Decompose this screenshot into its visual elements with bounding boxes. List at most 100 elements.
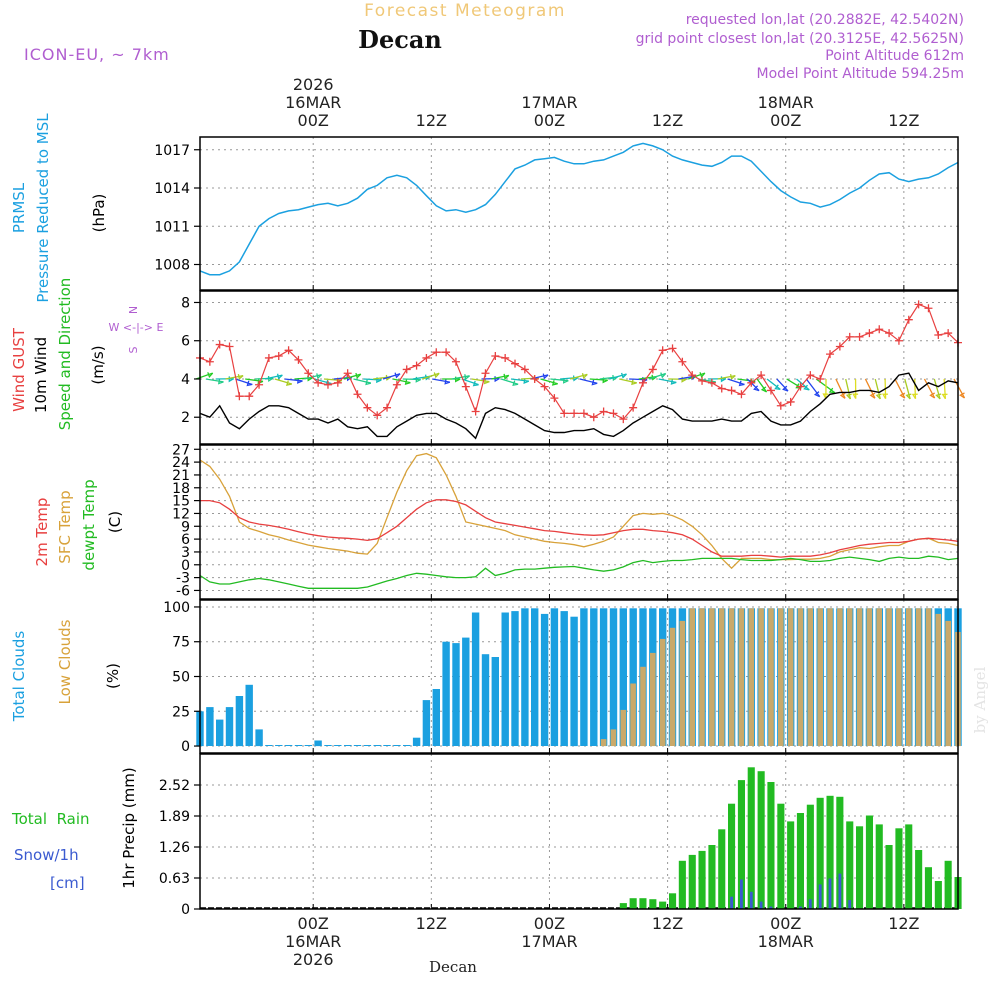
y-tick-label: 15 xyxy=(172,494,190,510)
bottom-time-label: 00Z xyxy=(770,914,801,933)
top-time-label: 00Z xyxy=(534,111,565,130)
cloud-low-bar xyxy=(925,608,932,746)
wind-gust-marker xyxy=(855,332,864,341)
cloud-low-bar xyxy=(817,608,823,746)
cloud-total-bar xyxy=(412,737,421,746)
wind-arrow-head xyxy=(562,377,569,384)
wind-direction-arrow xyxy=(195,372,213,380)
pressure-line xyxy=(199,142,959,276)
cloud-total-bar xyxy=(599,608,608,746)
wind-arrow-head xyxy=(404,379,411,386)
cloud-low-bar xyxy=(906,608,912,746)
wind-direction-arrow xyxy=(864,378,876,399)
y-tick-label: 75 xyxy=(172,635,190,651)
model-altitude: Model Point Altitude 594.25m xyxy=(757,66,964,82)
cloud-low-bar xyxy=(600,739,607,747)
wind-arrow-head xyxy=(929,392,936,399)
rain-bar xyxy=(826,795,834,909)
wind-gust-marker xyxy=(698,376,707,385)
wind-gust-marker xyxy=(461,382,470,391)
wind-arrow-head xyxy=(813,391,820,398)
wind-arrow-head xyxy=(385,374,392,381)
wind-arrow-head xyxy=(237,373,244,381)
wind-direction-arrow xyxy=(569,373,588,380)
cloud-low-bar xyxy=(610,729,617,747)
cloud-low-bar xyxy=(699,608,705,746)
cloud-total-bar xyxy=(560,611,568,746)
wind-arrow-head xyxy=(612,375,618,382)
cloud-total-bar xyxy=(531,608,539,746)
wind-direction-arrow xyxy=(510,378,529,382)
wind-gust-marker xyxy=(392,380,401,389)
cloud-total-bar xyxy=(206,707,214,746)
y-tick-label: 8 xyxy=(181,295,190,311)
wind-gust-marker xyxy=(826,350,835,359)
cloud-low-bar xyxy=(728,608,735,746)
wind-direction-arrow xyxy=(619,378,637,384)
cloud-low-bar xyxy=(620,709,627,747)
wind-gust-marker xyxy=(363,403,372,412)
rain-bar xyxy=(915,850,923,909)
clouds-label-total: Total Clouds xyxy=(10,631,28,723)
compass-s: S xyxy=(127,346,140,353)
y-tick-label: 4 xyxy=(181,372,190,388)
wind-arrow-head xyxy=(355,372,362,379)
rain-bar xyxy=(806,804,814,909)
wind-gust-marker xyxy=(353,390,362,399)
wind-arrow-head xyxy=(660,372,667,379)
cloud-total-bar xyxy=(324,745,332,746)
wind-arrow-head xyxy=(911,393,918,400)
wind-gust-marker xyxy=(520,365,529,374)
y-tick-label: 3 xyxy=(181,545,190,561)
wind-gust-marker xyxy=(570,409,579,418)
wind-gust-marker xyxy=(284,346,293,355)
top-time-label: 00Z xyxy=(770,111,801,130)
wind-arrow-head xyxy=(631,379,637,386)
rain-bar xyxy=(944,860,952,909)
cloud-low-bar xyxy=(679,620,686,747)
wind-gust-marker xyxy=(816,374,825,383)
cloud-total-bar xyxy=(511,611,519,746)
snow-bar xyxy=(740,879,743,909)
wind-gust-marker xyxy=(304,369,313,378)
wind-gust-marker xyxy=(845,332,854,341)
cloud-low-bar xyxy=(797,608,804,746)
wind-gust-marker xyxy=(432,348,441,357)
wind-direction-arrow xyxy=(323,378,342,382)
wind-speed-line xyxy=(199,372,959,440)
wind-gust-marker xyxy=(766,386,775,395)
rain-bar xyxy=(669,893,677,909)
temperature-frame xyxy=(199,444,959,600)
wind-arrow-head xyxy=(591,379,598,386)
wind-gust-marker xyxy=(875,325,884,334)
cloud-total-bar xyxy=(275,745,283,746)
wind-gust-marker xyxy=(914,300,923,309)
wind-direction-arrow xyxy=(904,378,911,400)
wind-gust-marker xyxy=(668,344,677,353)
wind-frame xyxy=(199,290,959,445)
wind-gust-marker xyxy=(688,371,697,380)
cloud-total-bar xyxy=(501,612,509,746)
wind-gust-marker xyxy=(727,386,736,395)
rain-bar xyxy=(737,780,745,909)
wind-gust-marker xyxy=(678,357,687,366)
cloud-total-bar xyxy=(570,616,578,747)
wind-direction-arrow xyxy=(343,373,361,380)
top-time-label: 18MAR xyxy=(758,93,814,112)
wind-direction-arrow xyxy=(540,378,558,385)
cloud-low-bar xyxy=(748,608,755,746)
snow-bar xyxy=(838,873,842,909)
rain-bar xyxy=(865,815,873,909)
rain-bar xyxy=(875,824,883,909)
wind-arrow-head xyxy=(959,392,965,399)
wind-gust-marker xyxy=(205,357,214,366)
wind-gust-marker xyxy=(550,394,559,403)
cloud-low-bar xyxy=(896,608,902,746)
wind-direction-arrow xyxy=(835,378,846,399)
y-tick-label: 0 xyxy=(181,902,190,918)
bottom-time-label: 12Z xyxy=(652,914,683,933)
wind-direction-arrow xyxy=(894,378,906,399)
wind-arrow-head xyxy=(729,373,736,381)
wind-arrow-head xyxy=(512,380,519,387)
